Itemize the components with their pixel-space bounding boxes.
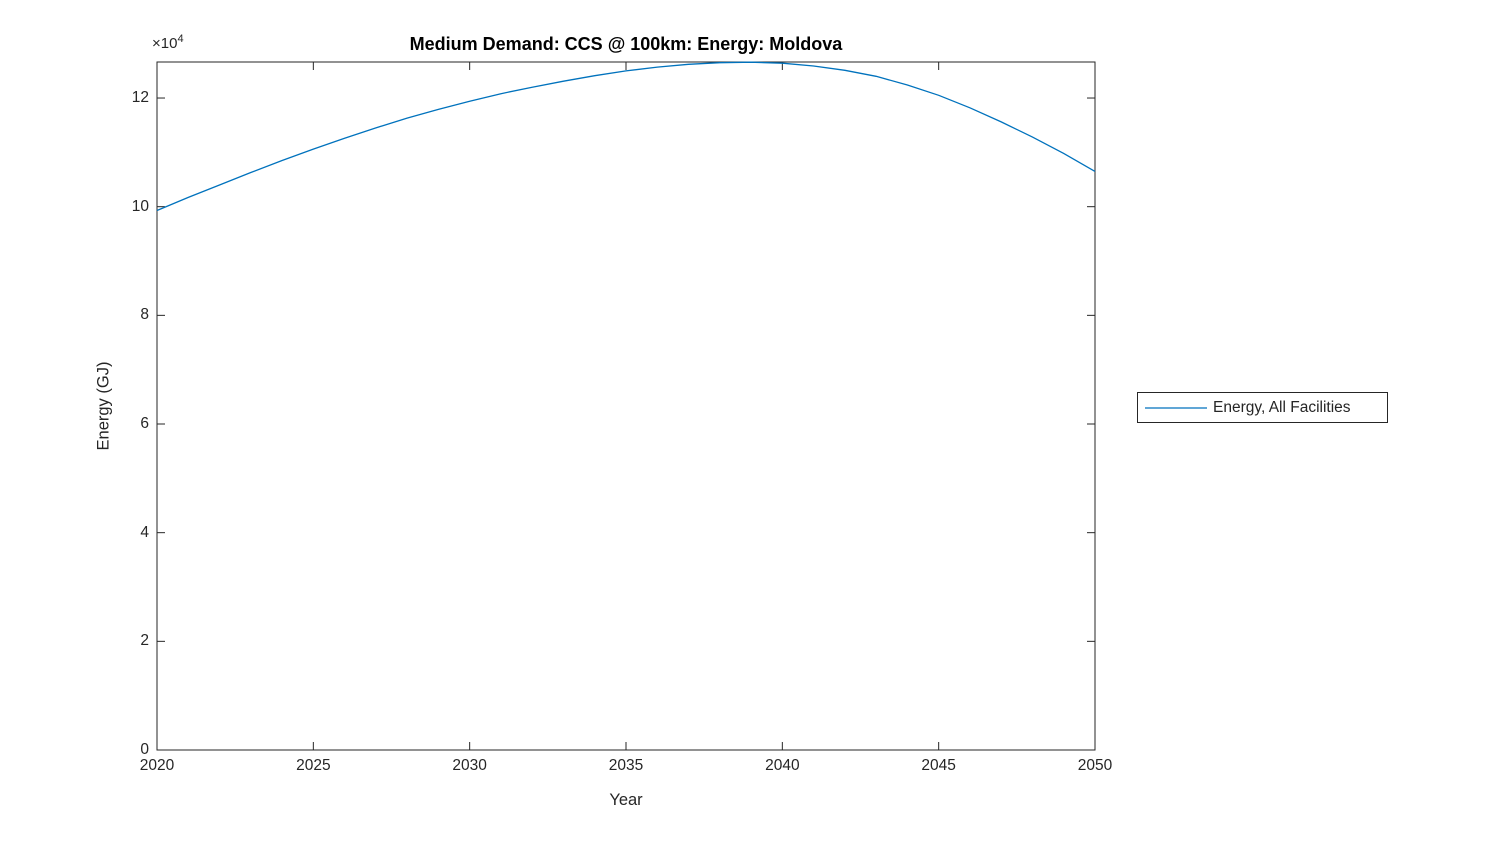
y-tick-label: 4 — [140, 523, 149, 541]
x-tick-label: 2020 — [139, 757, 175, 774]
y-axis-label: Energy (GJ) — [94, 361, 113, 451]
energy-line-series — [156, 61, 1096, 212]
x-tick-label: 2030 — [452, 757, 487, 774]
axes-box — [156, 61, 1096, 751]
legend-item-label: Energy, All Facilities — [1213, 398, 1351, 416]
y-axis-multiplier-base: ×10 — [152, 35, 178, 52]
y-tick-label: 8 — [140, 306, 149, 324]
x-tick-label: 2035 — [608, 757, 644, 774]
y-tick-label: 10 — [131, 197, 149, 215]
x-tick-label: 2045 — [921, 757, 956, 774]
chart-title: Medium Demand: CCS @ 100km: Energy: Mold… — [409, 34, 843, 54]
y-axis-multiplier-exponent: 4 — [177, 33, 184, 45]
y-tick-label: 6 — [140, 415, 149, 432]
y-tick-label: 0 — [140, 741, 149, 758]
y-tick-label: 12 — [131, 89, 149, 107]
legend-line-sample-icon — [1145, 406, 1207, 409]
x-tick-label: 2050 — [1077, 757, 1113, 774]
y-tick-label: 2 — [140, 632, 149, 650]
x-tick-label: 2040 — [765, 757, 800, 774]
legend: Energy, All Facilities — [1137, 392, 1388, 423]
x-axis-label: Year — [609, 791, 643, 809]
y-axis-multiplier: ×104 — [152, 33, 184, 52]
x-tick-label: 2025 — [296, 757, 331, 774]
